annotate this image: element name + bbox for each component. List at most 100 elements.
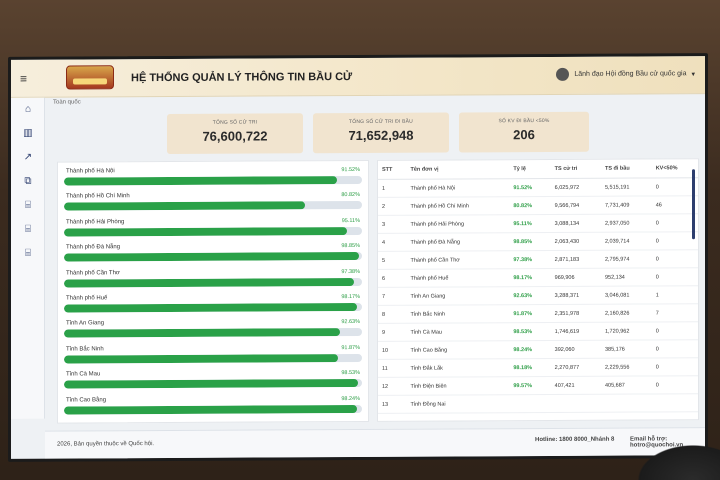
bar-row: Thành phố Hải Phòng 95.11%	[64, 218, 362, 244]
table-row[interactable]: 3 Thành phố Hải Phòng 95.11% 3,088,134 2,937…	[378, 213, 698, 234]
table-cell: 6	[378, 269, 407, 288]
bar-label: Tỉnh Bắc Ninh	[66, 346, 104, 353]
foreground-silhouette	[630, 440, 720, 480]
menu-icon[interactable]: ≡	[20, 71, 28, 86]
table-cell: 0	[651, 267, 698, 286]
card-total-voters: TỔNG SỐ CỬ TRI 76,600,722	[167, 113, 303, 155]
table-row[interactable]: 6 Thành phố Huế 98.17% 969,906 952,134 0	[378, 267, 698, 288]
table-cell: 0	[651, 375, 698, 394]
table-cell: 95.11%	[509, 214, 551, 233]
table-cell: 385,176	[600, 339, 652, 359]
table-cell: 97.38%	[509, 250, 551, 269]
table-cell: Tỉnh An Giang	[406, 286, 510, 306]
bar-fill	[64, 404, 357, 415]
table-cell: 92.63%	[509, 286, 551, 305]
bar-chart-icon[interactable]: ▥	[23, 127, 33, 139]
scrollbar[interactable]	[692, 169, 695, 240]
bar-track	[64, 302, 362, 313]
turnout-table-panel: STT Tên đơn vị Tỷ lệ TS cử tri TS đi bầu KV<5…	[377, 158, 699, 422]
bar-label: Thành phố Cần Thơ	[66, 269, 120, 277]
table-row[interactable]: 1 Thành phố Hà Nội 91.52% 6,025,972 5,515,19…	[378, 177, 698, 198]
table-cell: 13	[378, 395, 407, 414]
org-chart-icon[interactable]: ⧉	[24, 175, 32, 187]
bar-label: Thành phố Hải Phòng	[66, 219, 125, 226]
table-cell: 969,906	[550, 268, 601, 287]
table-cell: 3,046,081	[600, 285, 652, 305]
table-row[interactable]: 10 Tỉnh Cao Bằng 98.24% 392,060 385,176 0	[378, 339, 698, 360]
table-cell: 3,288,371	[550, 286, 601, 305]
column-header[interactable]: TS cử tri	[550, 159, 601, 179]
institution-icon[interactable]: ⌸	[25, 247, 31, 259]
bar-label: Thành phố Hồ Chí Minh	[66, 193, 130, 200]
table-cell: 3	[378, 215, 407, 234]
table-cell: 407,421	[550, 376, 601, 395]
column-header[interactable]: TS đi bầu	[600, 159, 652, 179]
table-row[interactable]: 2 Thành phố Hồ Chí Minh 80.82% 9,566,794 7,7…	[378, 195, 698, 216]
table-row[interactable]: 9 Tỉnh Cà Mau 98.53% 1,746,619 1,720,962 0	[378, 321, 698, 342]
bar-row: Tỉnh Cao Bằng 98.24%	[64, 396, 362, 422]
table-cell: Tỉnh Bắc Ninh	[406, 304, 510, 324]
table-cell: Tỉnh Cao Bằng	[406, 340, 510, 360]
bar-label: Thành phố Đà Nẵng	[66, 244, 121, 251]
table-cell: 7	[651, 303, 698, 322]
table-cell: 2,795,974	[600, 249, 652, 269]
table-cell	[600, 393, 652, 413]
bar-label: Thành phố Huế	[66, 295, 108, 302]
table-row[interactable]: 11 Tỉnh Đắk Lắk 98.18% 2,270,877 2,229,556 0	[378, 357, 698, 378]
table-cell: 98.85%	[509, 232, 551, 251]
table-row[interactable]: 13 Tỉnh Đồng Nai	[378, 393, 698, 414]
bar-fill	[64, 303, 357, 313]
bar-row: Thành phố Hà Nội 91.52%	[64, 167, 362, 193]
table-row[interactable]: 5 Thành phố Cần Thơ 97.38% 2,871,183 2,795,9…	[378, 249, 698, 270]
user-label: Lãnh đạo Hội đồng Bầu cử quốc gia	[574, 70, 687, 78]
bar-row: Tỉnh Cà Mau 98.53%	[64, 370, 362, 396]
bar-row: Thành phố Hồ Chí Minh 80.82%	[64, 192, 362, 218]
table-cell: Thành phố Hồ Chí Minh	[406, 196, 510, 216]
table-cell: Thành phố Đà Nẵng	[406, 232, 510, 252]
institution-icon[interactable]: ⌸	[25, 223, 31, 235]
turnout-table: STT Tên đơn vị Tỷ lệ TS cử tri TS đi bầu KV<5…	[378, 159, 698, 414]
table-cell: 91.87%	[509, 304, 551, 323]
institution-icon[interactable]: ⌸	[25, 199, 31, 211]
breadcrumb: Toàn quốc	[53, 99, 81, 106]
table-cell: 99.57%	[509, 376, 551, 395]
table-cell: 392,060	[550, 340, 601, 359]
parliament-logo	[66, 65, 114, 90]
bar-fill	[64, 201, 305, 211]
home-icon[interactable]: ⌂	[24, 103, 32, 115]
table-cell	[550, 394, 601, 413]
table-row[interactable]: 12 Tỉnh Điện Biên 99.57% 407,421 405,687 0	[378, 375, 698, 396]
bar-track	[64, 226, 362, 237]
bar-percent: 92.63%	[341, 319, 360, 326]
table-cell: 2,871,183	[550, 250, 601, 269]
table-cell: 0	[651, 357, 698, 376]
table-cell	[509, 394, 551, 413]
bar-percent: 98.24%	[341, 395, 360, 402]
table-cell: Tỉnh Đồng Nai	[406, 394, 510, 414]
column-header[interactable]: Tên đơn vị	[406, 160, 510, 180]
summary-cards: TỔNG SỐ CỬ TRI 76,600,722 TỔNG SỐ CỬ TRI…	[167, 111, 589, 155]
table-cell: 6,025,972	[550, 178, 601, 197]
bar-row: Thành phố Huế 98.17%	[64, 294, 362, 320]
line-chart-icon[interactable]: ↗	[23, 151, 33, 163]
column-header[interactable]: STT	[378, 160, 407, 180]
user-menu[interactable]: Lãnh đạo Hội đồng Bầu cử quốc gia ▾	[556, 67, 695, 81]
hotline-text: Hotline: 1800 8000_Nhánh 8	[535, 436, 615, 444]
table-row[interactable]: 8 Tỉnh Bắc Ninh 91.87% 2,351,978 2,160,826 7	[378, 303, 698, 324]
monitor-screen: ≡ HỆ THỐNG QUẢN LÝ THÔNG TIN BẦU CỬ Lãnh…	[8, 53, 708, 462]
card-total-voted: TỔNG SỐ CỬ TRI ĐI BẦU 71,652,948	[313, 112, 449, 154]
bar-track	[64, 252, 362, 262]
bar-fill	[64, 176, 337, 186]
header-bar: ≡ HỆ THỐNG QUẢN LÝ THÔNG TIN BẦU CỬ Lãnh…	[11, 56, 705, 98]
column-header[interactable]: Tỷ lệ	[509, 159, 551, 179]
table-row[interactable]: 7 Tỉnh An Giang 92.63% 3,288,371 3,046,081 1	[378, 285, 698, 306]
bar-track	[64, 404, 362, 415]
table-cell: 98.24%	[509, 340, 551, 359]
table-row[interactable]: 4 Thành phố Đà Nẵng 98.85% 2,063,430 2,039,7…	[378, 231, 698, 252]
bar-fill	[64, 328, 341, 338]
table-cell: Tỉnh Đắk Lắk	[406, 358, 510, 378]
card-value: 71,652,948	[348, 127, 414, 144]
chevron-down-icon: ▾	[691, 70, 695, 78]
bar-percent: 98.85%	[341, 243, 360, 250]
bar-fill	[64, 252, 359, 262]
